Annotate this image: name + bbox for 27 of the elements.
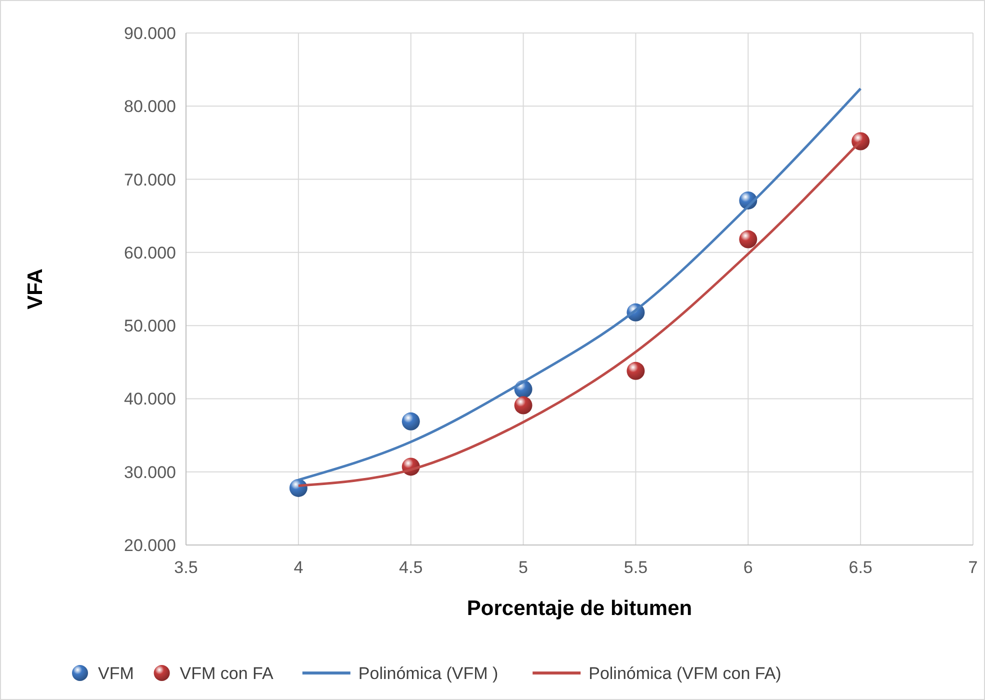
y-tick-label: 30.000 xyxy=(124,462,176,482)
y-axis-title: VFA xyxy=(24,268,47,310)
x-tick-label: 5 xyxy=(518,558,528,577)
legend-label: Polinómica (VFM ) xyxy=(358,664,498,683)
point xyxy=(514,396,532,414)
legend-label: Polinómica (VFM con FA) xyxy=(588,664,782,683)
y-tick-label: 20.000 xyxy=(124,536,176,555)
x-tick-label: 5.5 xyxy=(624,558,648,577)
x-tick-label: 7 xyxy=(968,558,978,577)
x-tick-label: 6.5 xyxy=(848,558,872,577)
y-tick-label: 70.000 xyxy=(124,170,176,190)
x-tick-label: 4.5 xyxy=(399,558,423,577)
legend-label: VFM xyxy=(98,664,134,683)
legend-label: VFM con FA xyxy=(180,664,274,683)
x-tick-label: 3.5 xyxy=(174,558,198,577)
x-tick-label: 4 xyxy=(294,558,304,577)
x-axis-title: Porcentaje de bitumen xyxy=(466,597,692,620)
y-tick-label: 80.000 xyxy=(124,97,176,116)
y-tick-label: 50.000 xyxy=(124,316,176,336)
point xyxy=(739,230,758,248)
y-tick-label: 60.000 xyxy=(124,243,176,262)
point xyxy=(852,132,870,150)
point xyxy=(402,412,420,430)
y-tick-label: 40.000 xyxy=(124,390,176,409)
x-tick-label: 6 xyxy=(743,558,753,577)
y-tick-label: 90.000 xyxy=(124,24,176,43)
point xyxy=(626,362,645,380)
